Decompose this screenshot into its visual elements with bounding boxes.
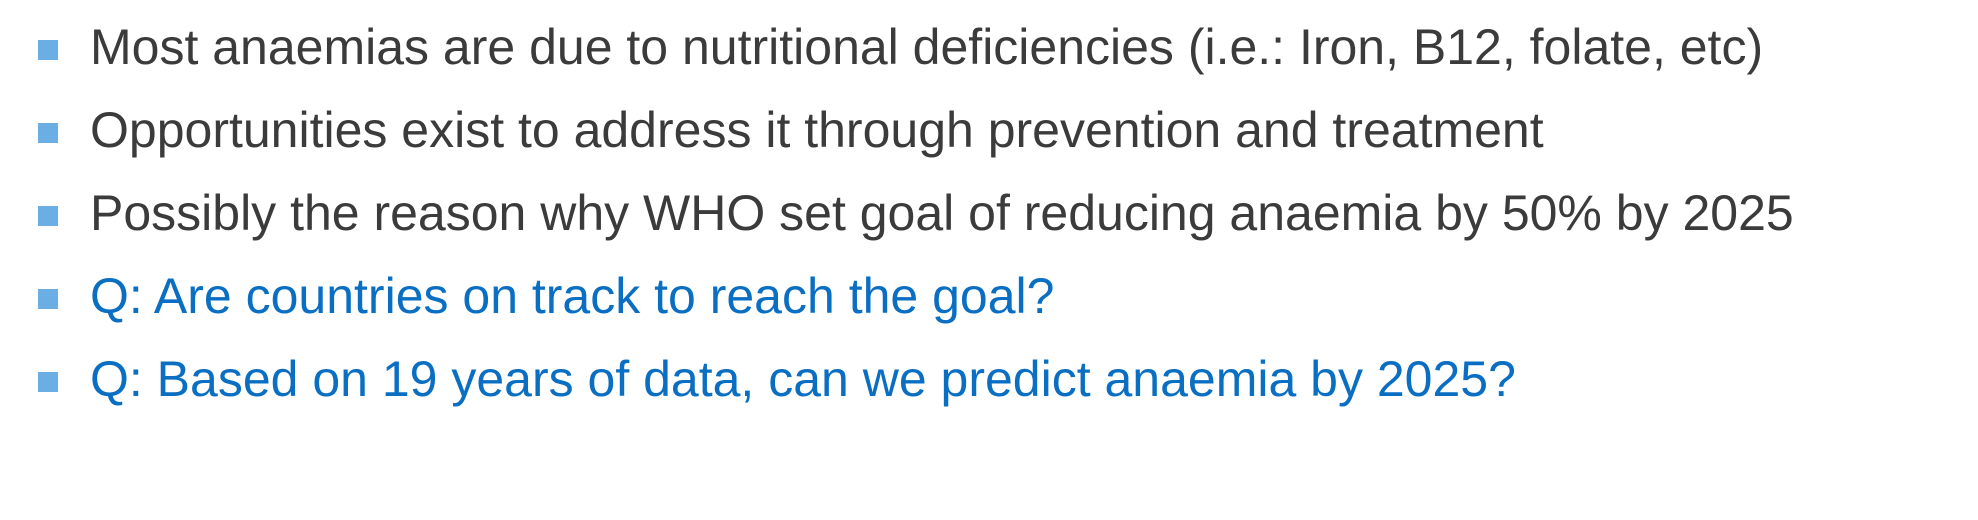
bullet-item: Most anaemias are due to nutritional def… (0, 0, 1978, 104)
square-bullet-icon (38, 372, 58, 392)
bullet-item: Q: Based on 19 years of data, can we pre… (0, 332, 1978, 436)
bullet-item: Q: Are countries on track to reach the g… (0, 249, 1978, 353)
bullet-text: Possibly the reason why WHO set goal of … (90, 185, 1794, 241)
bullet-item: Possibly the reason why WHO set goal of … (0, 166, 1978, 270)
square-bullet-icon (38, 40, 58, 60)
question-text: Q: Are countries on track to reach the g… (90, 268, 1055, 324)
bullet-item: Opportunities exist to address it throug… (0, 83, 1978, 187)
square-bullet-icon (38, 289, 58, 309)
bullet-text: Opportunities exist to address it throug… (90, 102, 1544, 158)
question-text: Q: Based on 19 years of data, can we pre… (90, 351, 1516, 407)
square-bullet-icon (38, 206, 58, 226)
bullet-text: Most anaemias are due to nutritional def… (90, 19, 1764, 75)
square-bullet-icon (38, 123, 58, 143)
